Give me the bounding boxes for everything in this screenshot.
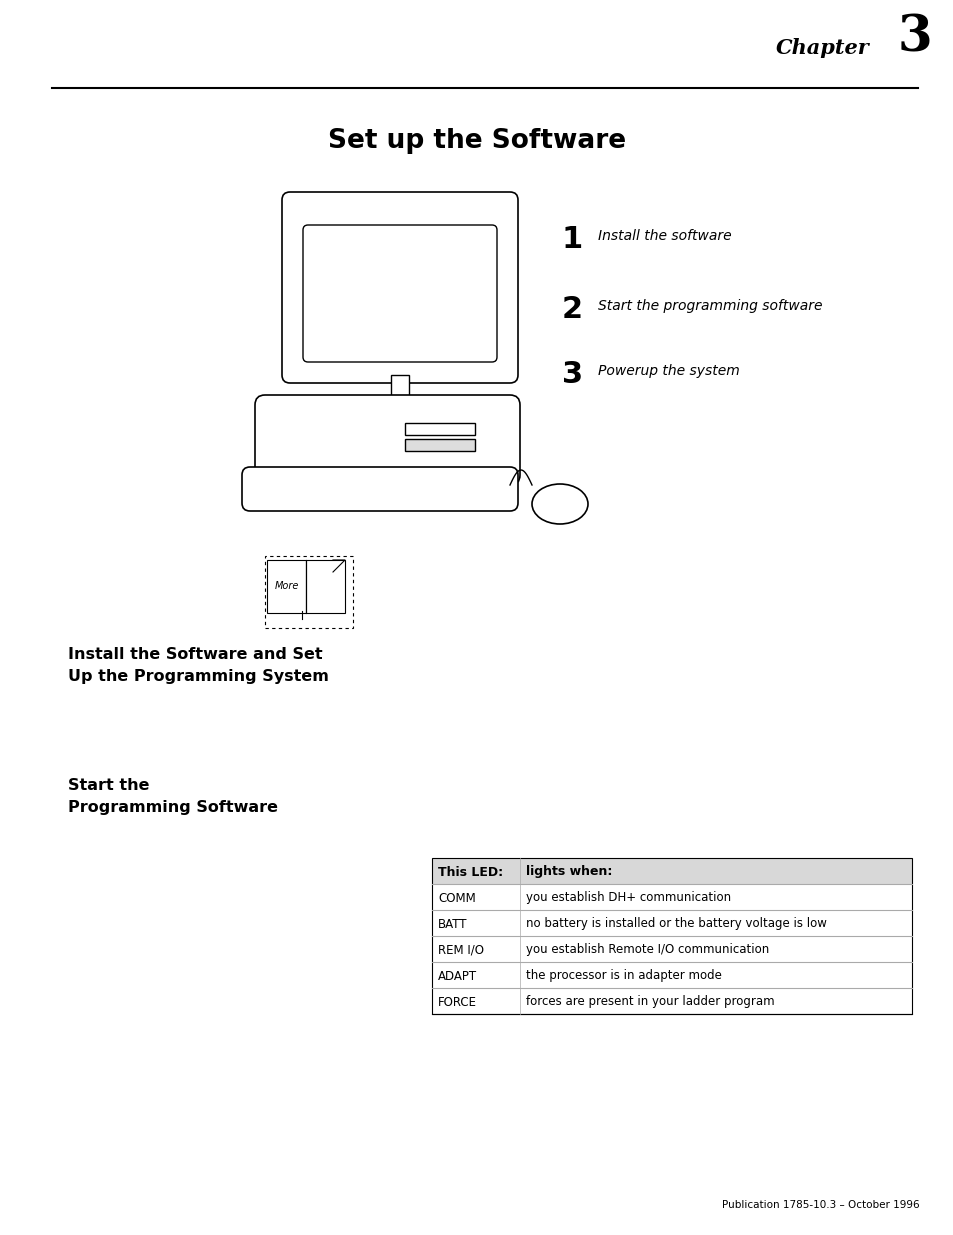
Text: Chapter: Chapter xyxy=(776,38,869,58)
Text: you establish DH+ communication: you establish DH+ communication xyxy=(525,892,730,904)
Bar xyxy=(267,559,306,613)
Text: REM I/O: REM I/O xyxy=(437,944,483,956)
Text: 1: 1 xyxy=(561,225,582,254)
Text: Install the Software and Set: Install the Software and Set xyxy=(68,647,322,662)
Text: Powerup the system: Powerup the system xyxy=(598,364,739,378)
Text: Start the: Start the xyxy=(68,778,150,793)
Text: BATT: BATT xyxy=(437,918,467,930)
Text: ADAPT: ADAPT xyxy=(437,969,476,983)
Text: Install the software: Install the software xyxy=(598,228,731,243)
Text: More: More xyxy=(274,580,299,592)
Text: lights when:: lights when: xyxy=(525,866,612,878)
Text: 3: 3 xyxy=(897,14,931,62)
Text: 2: 2 xyxy=(561,295,582,324)
Bar xyxy=(432,858,911,1014)
Text: 3: 3 xyxy=(561,359,582,389)
Text: COMM: COMM xyxy=(437,892,476,904)
Text: FORCE: FORCE xyxy=(437,995,476,1009)
FancyBboxPatch shape xyxy=(303,225,497,362)
Ellipse shape xyxy=(532,484,587,524)
Bar xyxy=(432,858,911,884)
Text: Up the Programming System: Up the Programming System xyxy=(68,669,329,684)
Bar xyxy=(405,438,475,451)
Text: Publication 1785-10.3 – October 1996: Publication 1785-10.3 – October 1996 xyxy=(721,1200,919,1210)
Text: you establish Remote I/O communication: you establish Remote I/O communication xyxy=(525,944,768,956)
Text: This LED:: This LED: xyxy=(437,866,502,878)
FancyBboxPatch shape xyxy=(282,191,517,383)
Bar xyxy=(405,424,475,435)
Text: the processor is in adapter mode: the processor is in adapter mode xyxy=(525,969,721,983)
Text: Programming Software: Programming Software xyxy=(68,800,277,815)
FancyBboxPatch shape xyxy=(242,467,517,511)
Bar xyxy=(391,375,409,405)
Text: forces are present in your ladder program: forces are present in your ladder progra… xyxy=(525,995,774,1009)
Text: Set up the Software: Set up the Software xyxy=(328,128,625,154)
FancyBboxPatch shape xyxy=(254,395,519,485)
Bar xyxy=(265,556,353,629)
Text: no battery is installed or the battery voltage is low: no battery is installed or the battery v… xyxy=(525,918,826,930)
Bar xyxy=(306,559,345,613)
Text: Start the programming software: Start the programming software xyxy=(598,299,821,312)
